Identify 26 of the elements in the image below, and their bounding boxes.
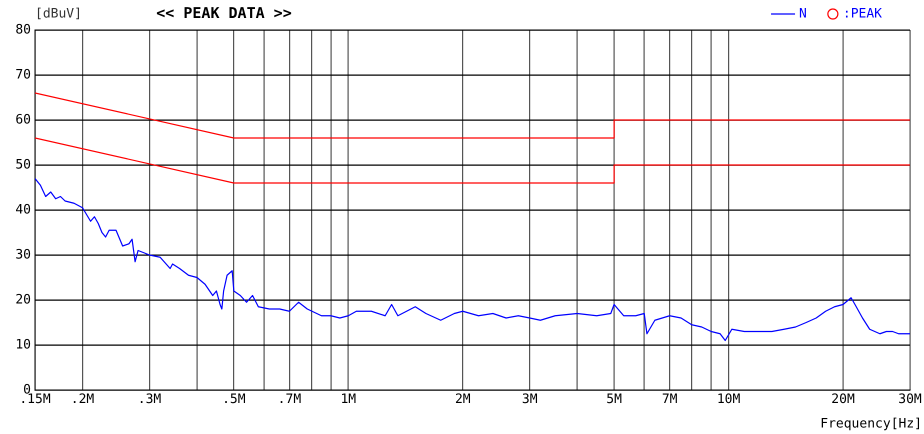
y-tick-label: 40 <box>15 202 31 218</box>
x-tick-label: 5M <box>606 392 622 408</box>
x-tick-label: .7M <box>278 392 302 408</box>
x-tick-label: 2M <box>454 392 471 408</box>
x-tick-label: 1M <box>340 392 356 408</box>
x-tick-label: 30M <box>898 392 922 408</box>
y-axis-title: [dBuV] <box>35 6 82 22</box>
chart-title: << PEAK DATA >> <box>156 4 292 22</box>
x-tick-label: .15M <box>19 392 51 408</box>
y-tick-label: 50 <box>15 157 31 172</box>
x-tick-label: 10M <box>716 392 740 408</box>
x-tick-label: .3M <box>138 392 162 408</box>
x-tick-label: 7M <box>662 392 678 408</box>
y-tick-label: 70 <box>15 67 31 82</box>
x-tick-label: 3M <box>522 392 538 408</box>
x-axis-title: Frequency[Hz] <box>820 416 922 432</box>
x-tick-label: .5M <box>222 392 246 408</box>
x-tick-label: .2M <box>70 392 94 408</box>
y-tick-label: 60 <box>15 112 31 128</box>
legend-label: N <box>799 6 807 22</box>
legend-label: :PEAK <box>842 6 882 22</box>
y-tick-label: 30 <box>15 247 31 262</box>
y-tick-label: 10 <box>15 337 31 352</box>
y-tick-label: 80 <box>15 22 31 38</box>
x-tick-label: 20M <box>831 392 855 408</box>
y-tick-label: 20 <box>15 292 31 308</box>
